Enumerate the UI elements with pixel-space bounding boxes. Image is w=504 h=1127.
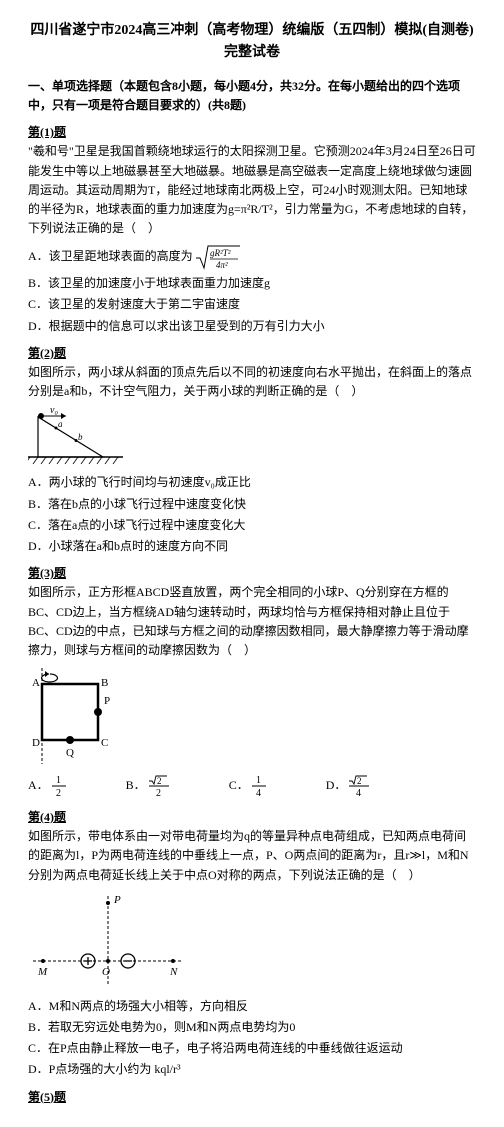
q1-optC: C．该卫星的发射速度大于第二宇宙速度 <box>28 295 476 314</box>
svg-text:b: b <box>78 432 83 442</box>
q4-optD-text: D．P点场强的大小约为 kql/r³ <box>28 1062 181 1076</box>
q1-optA: A．该卫星距地球表面的高度为 gR²T² 4π² <box>28 242 476 272</box>
q4-optC: C．在P点由静止释放一电子，电子将沿两电荷连线的中垂线做往返运动 <box>28 1039 476 1058</box>
q1-optB: B．该卫星的加速度小于地球表面重力加速度g <box>28 274 476 293</box>
svg-text:A: A <box>32 677 40 689</box>
q2-optD: D．小球落在a和b点时的速度方向不同 <box>28 537 476 556</box>
svg-text:D: D <box>32 737 40 749</box>
q1-optA-formula: gR²T² 4π² <box>196 249 240 263</box>
svg-text:2: 2 <box>156 788 161 798</box>
svg-text:N: N <box>169 966 178 978</box>
q1-optD: D．根据题中的信息可以求出该卫星受到的万有引力大小 <box>28 317 476 336</box>
q3-optC-text: C． <box>229 778 249 792</box>
q3-body: 如图所示，正方形框ABCD竖直放置，两个完全相同的小球P、Q分别穿在方框的BC、… <box>28 583 476 660</box>
q3-optD: D． 2 4 <box>326 774 370 798</box>
svg-text:O: O <box>102 966 110 978</box>
svg-text:B: B <box>101 677 108 689</box>
q2-figure: v₀ a b <box>28 407 476 467</box>
q2-label: 第(2)题 <box>28 344 476 363</box>
svg-text:C: C <box>101 737 108 749</box>
svg-text:P: P <box>104 695 110 707</box>
svg-text:1: 1 <box>56 775 61 786</box>
q3-optA-text: A． <box>28 778 49 792</box>
q1-body: "羲和号"卫星是我国首颗绕地球运行的太阳探测卫星。它预测2024年3月24日至2… <box>28 142 476 238</box>
q3-figure: A B C D P Q <box>28 666 476 766</box>
q4-figure: M O N P <box>28 891 476 991</box>
q3-optD-text: D． <box>326 778 347 792</box>
fraction-icon: 2 4 <box>349 774 369 798</box>
q2-optC: C．落在a点的小球飞行过程中速度变化大 <box>28 516 476 535</box>
svg-text:P: P <box>113 894 121 906</box>
q3-optC: C． 1 4 <box>229 774 266 798</box>
svg-text:2: 2 <box>56 788 61 798</box>
q3-optA: A． 1 2 <box>28 774 66 798</box>
q4-optA: A．M和N两点的场强大小相等，方向相反 <box>28 997 476 1016</box>
svg-text:gR²T²: gR²T² <box>210 248 231 258</box>
fraction-icon: 1 2 <box>52 774 66 798</box>
page-title: 四川省遂宁市2024高三冲刺（高考物理）统编版（五四制）模拟(自测卷)完整试卷 <box>28 20 476 65</box>
q2-body: 如图所示，两小球从斜面的顶点先后以不同的初速度向右水平抛出，在斜面上的落点分别是… <box>28 363 476 401</box>
q4-label: 第(4)题 <box>28 808 476 827</box>
q3-options-row: A． 1 2 B． 2 2 C． 1 4 D． 2 4 <box>28 772 476 800</box>
q2-optB: B．落在b点的小球飞行过程中速度变化快 <box>28 495 476 514</box>
svg-text:Q: Q <box>66 747 74 759</box>
svg-text:4: 4 <box>356 788 361 798</box>
q1-optA-text: A．该卫星距地球表面的高度为 <box>28 249 193 263</box>
fraction-icon: 2 2 <box>149 774 169 798</box>
svg-text:a: a <box>58 419 63 429</box>
q3-optB-text: B． <box>126 778 146 792</box>
svg-text:2: 2 <box>157 776 162 786</box>
fraction-icon: 1 4 <box>252 774 266 798</box>
q4-optB: B．若取无穷远处电势为0，则M和N两点电势均为0 <box>28 1018 476 1037</box>
q4-optD: D．P点场强的大小约为 kql/r³ <box>28 1060 476 1079</box>
svg-text:1: 1 <box>256 775 261 786</box>
svg-text:4: 4 <box>256 788 261 798</box>
q5-label: 第(5)题 <box>28 1088 476 1107</box>
q4-body: 如图所示，带电体系由一对带电荷量均为q的等量异种点电荷组成，已知两点电荷间的距离… <box>28 827 476 885</box>
q3-label: 第(3)题 <box>28 564 476 583</box>
q3-optB: B． 2 2 <box>126 774 169 798</box>
section-header: 一、单项选择题（本题包含8小题，每小题4分，共32分。在每小题给出的四个选项中，… <box>28 77 476 115</box>
svg-text:M: M <box>37 966 48 978</box>
svg-text:4π²: 4π² <box>216 260 228 270</box>
svg-text:v₀: v₀ <box>50 407 58 416</box>
q2-optA: A．两小球的飞行时间均与初速度v₀成正比 <box>28 473 476 492</box>
q1-label: 第(1)题 <box>28 123 476 142</box>
svg-text:2: 2 <box>357 776 362 786</box>
